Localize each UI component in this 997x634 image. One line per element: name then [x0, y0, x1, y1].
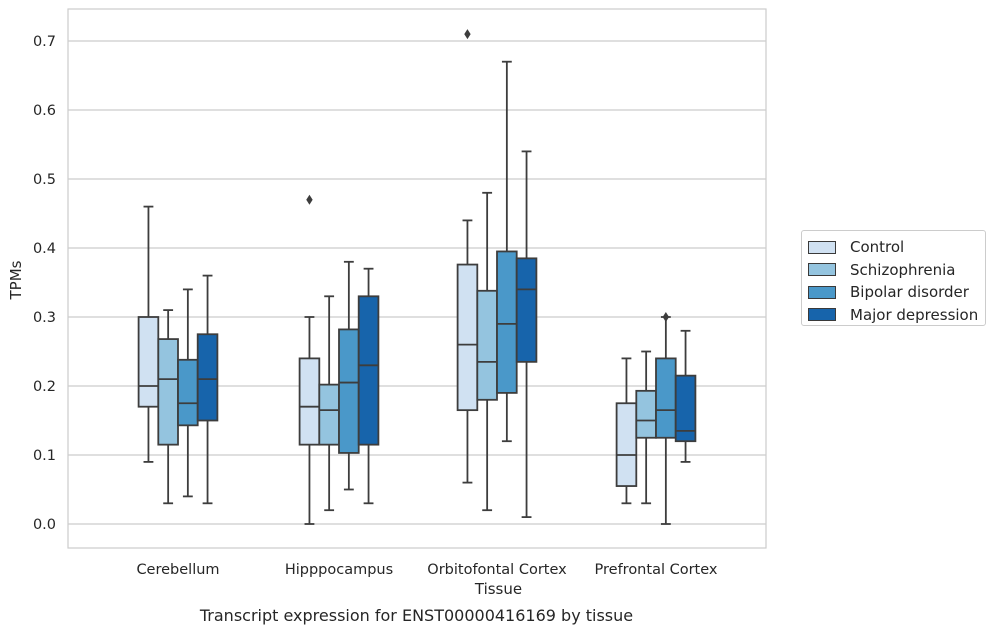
box-control [456, 29, 479, 484]
legend-label: Major depression [850, 305, 979, 324]
box-iqr [196, 333, 219, 422]
box-iqr [177, 358, 199, 427]
box-control [298, 194, 321, 525]
box-iqr [515, 257, 538, 363]
x-tick-label: Orbitofontal Cortex [427, 562, 567, 578]
legend-swatch [808, 285, 836, 299]
box-iqr [476, 289, 498, 401]
grid-lines [68, 40, 766, 525]
y-tick-label: 0.7 [33, 34, 56, 50]
chart-caption: Transcript expression for ENST0000041616… [199, 606, 634, 625]
box-major-depression [674, 329, 697, 463]
box-iqr [357, 295, 380, 446]
box-schizophrenia [318, 295, 340, 512]
box-iqr [496, 250, 518, 394]
y-tick-label: 0.6 [33, 103, 56, 119]
x-tick-label: Cerebellum [136, 562, 219, 578]
box-major-depression [196, 274, 219, 505]
outlier-point [306, 194, 313, 205]
x-tick-label: Hipppocampus [285, 562, 393, 578]
outlier-point [464, 29, 471, 40]
legend-swatch [808, 263, 836, 277]
x-axis-label: Tissue [474, 580, 523, 598]
box-major-depression [357, 267, 380, 505]
box-bipolar-disorder [655, 312, 677, 525]
box-iqr [318, 383, 340, 446]
outlier-point [662, 312, 670, 322]
y-axis-label: TPMs [7, 260, 25, 300]
box-control [137, 205, 160, 463]
box-iqr [338, 328, 360, 454]
box-iqr [157, 338, 179, 446]
box-iqr [674, 374, 697, 443]
y-tick-label: 0.1 [33, 448, 56, 464]
box-iqr [655, 357, 677, 439]
y-tick-label: 0.5 [33, 172, 56, 188]
box-iqr [635, 389, 657, 439]
legend: Control Schizophrenia Bipolar disorder M… [801, 230, 986, 326]
legend-item-major-depression: Major depression [808, 304, 979, 327]
y-tick-label: 0.0 [33, 517, 56, 533]
box-iqr [298, 357, 321, 446]
box-bipolar-disorder [177, 288, 199, 498]
y-tick-label: 0.2 [33, 379, 56, 395]
box-bipolar-disorder [496, 60, 518, 443]
legend-item-bipolar-disorder: Bipolar disorder [808, 281, 979, 304]
legend-swatch [808, 308, 836, 322]
legend-item-control: Control [808, 236, 979, 259]
legend-label: Control [850, 238, 905, 257]
y-tick-label: 0.4 [33, 241, 56, 257]
boxes-layer [137, 29, 697, 525]
x-tick-label: Prefrontal Cortex [595, 562, 718, 578]
box-iqr [456, 263, 479, 412]
x-axis-ticks: Cerebellum Hipppocampus Orbitofontal Corte… [136, 562, 717, 578]
box-major-depression [515, 150, 538, 518]
legend-label: Schizophrenia [850, 260, 956, 279]
box-schizophrenia [157, 309, 179, 505]
legend-swatch [808, 240, 836, 254]
box-schizophrenia [476, 191, 498, 512]
legend-item-schizophrenia: Schizophrenia [808, 259, 979, 282]
y-axis-ticks: 0.0 0.1 0.2 0.3 0.4 0.5 0.6 0.7 [33, 34, 56, 533]
y-tick-label: 0.3 [33, 310, 56, 326]
plot-frame [67, 8, 767, 549]
box-control [615, 357, 638, 505]
legend-label: Bipolar disorder [850, 283, 969, 302]
box-schizophrenia [635, 350, 657, 505]
box-iqr [137, 316, 160, 408]
box-iqr [615, 402, 638, 487]
